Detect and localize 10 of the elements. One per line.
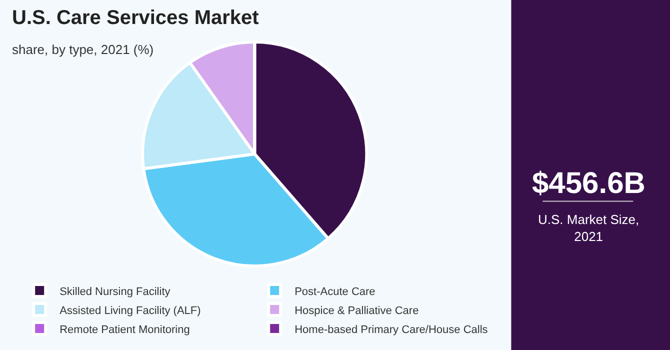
legend-label: Post-Acute Care: [294, 286, 376, 298]
legend-label: Hospice & Palliative Care: [294, 304, 419, 317]
text: $456.6B: [532, 167, 646, 200]
legend-label: Assisted Living Facility (ALF): [60, 304, 201, 317]
legend-label: Home-based Primary Care/House Calls: [294, 324, 488, 336]
chart-subtitle: share, by type, 2021 (%): [12, 42, 154, 57]
legend-label: Remote Patient Monitoring: [60, 324, 190, 336]
chart-title: U.S. Care Services Market: [12, 7, 260, 29]
text: U.S. Market Size, 2021: [538, 212, 640, 244]
legend-label: Skilled Nursing Facility: [60, 286, 171, 298]
